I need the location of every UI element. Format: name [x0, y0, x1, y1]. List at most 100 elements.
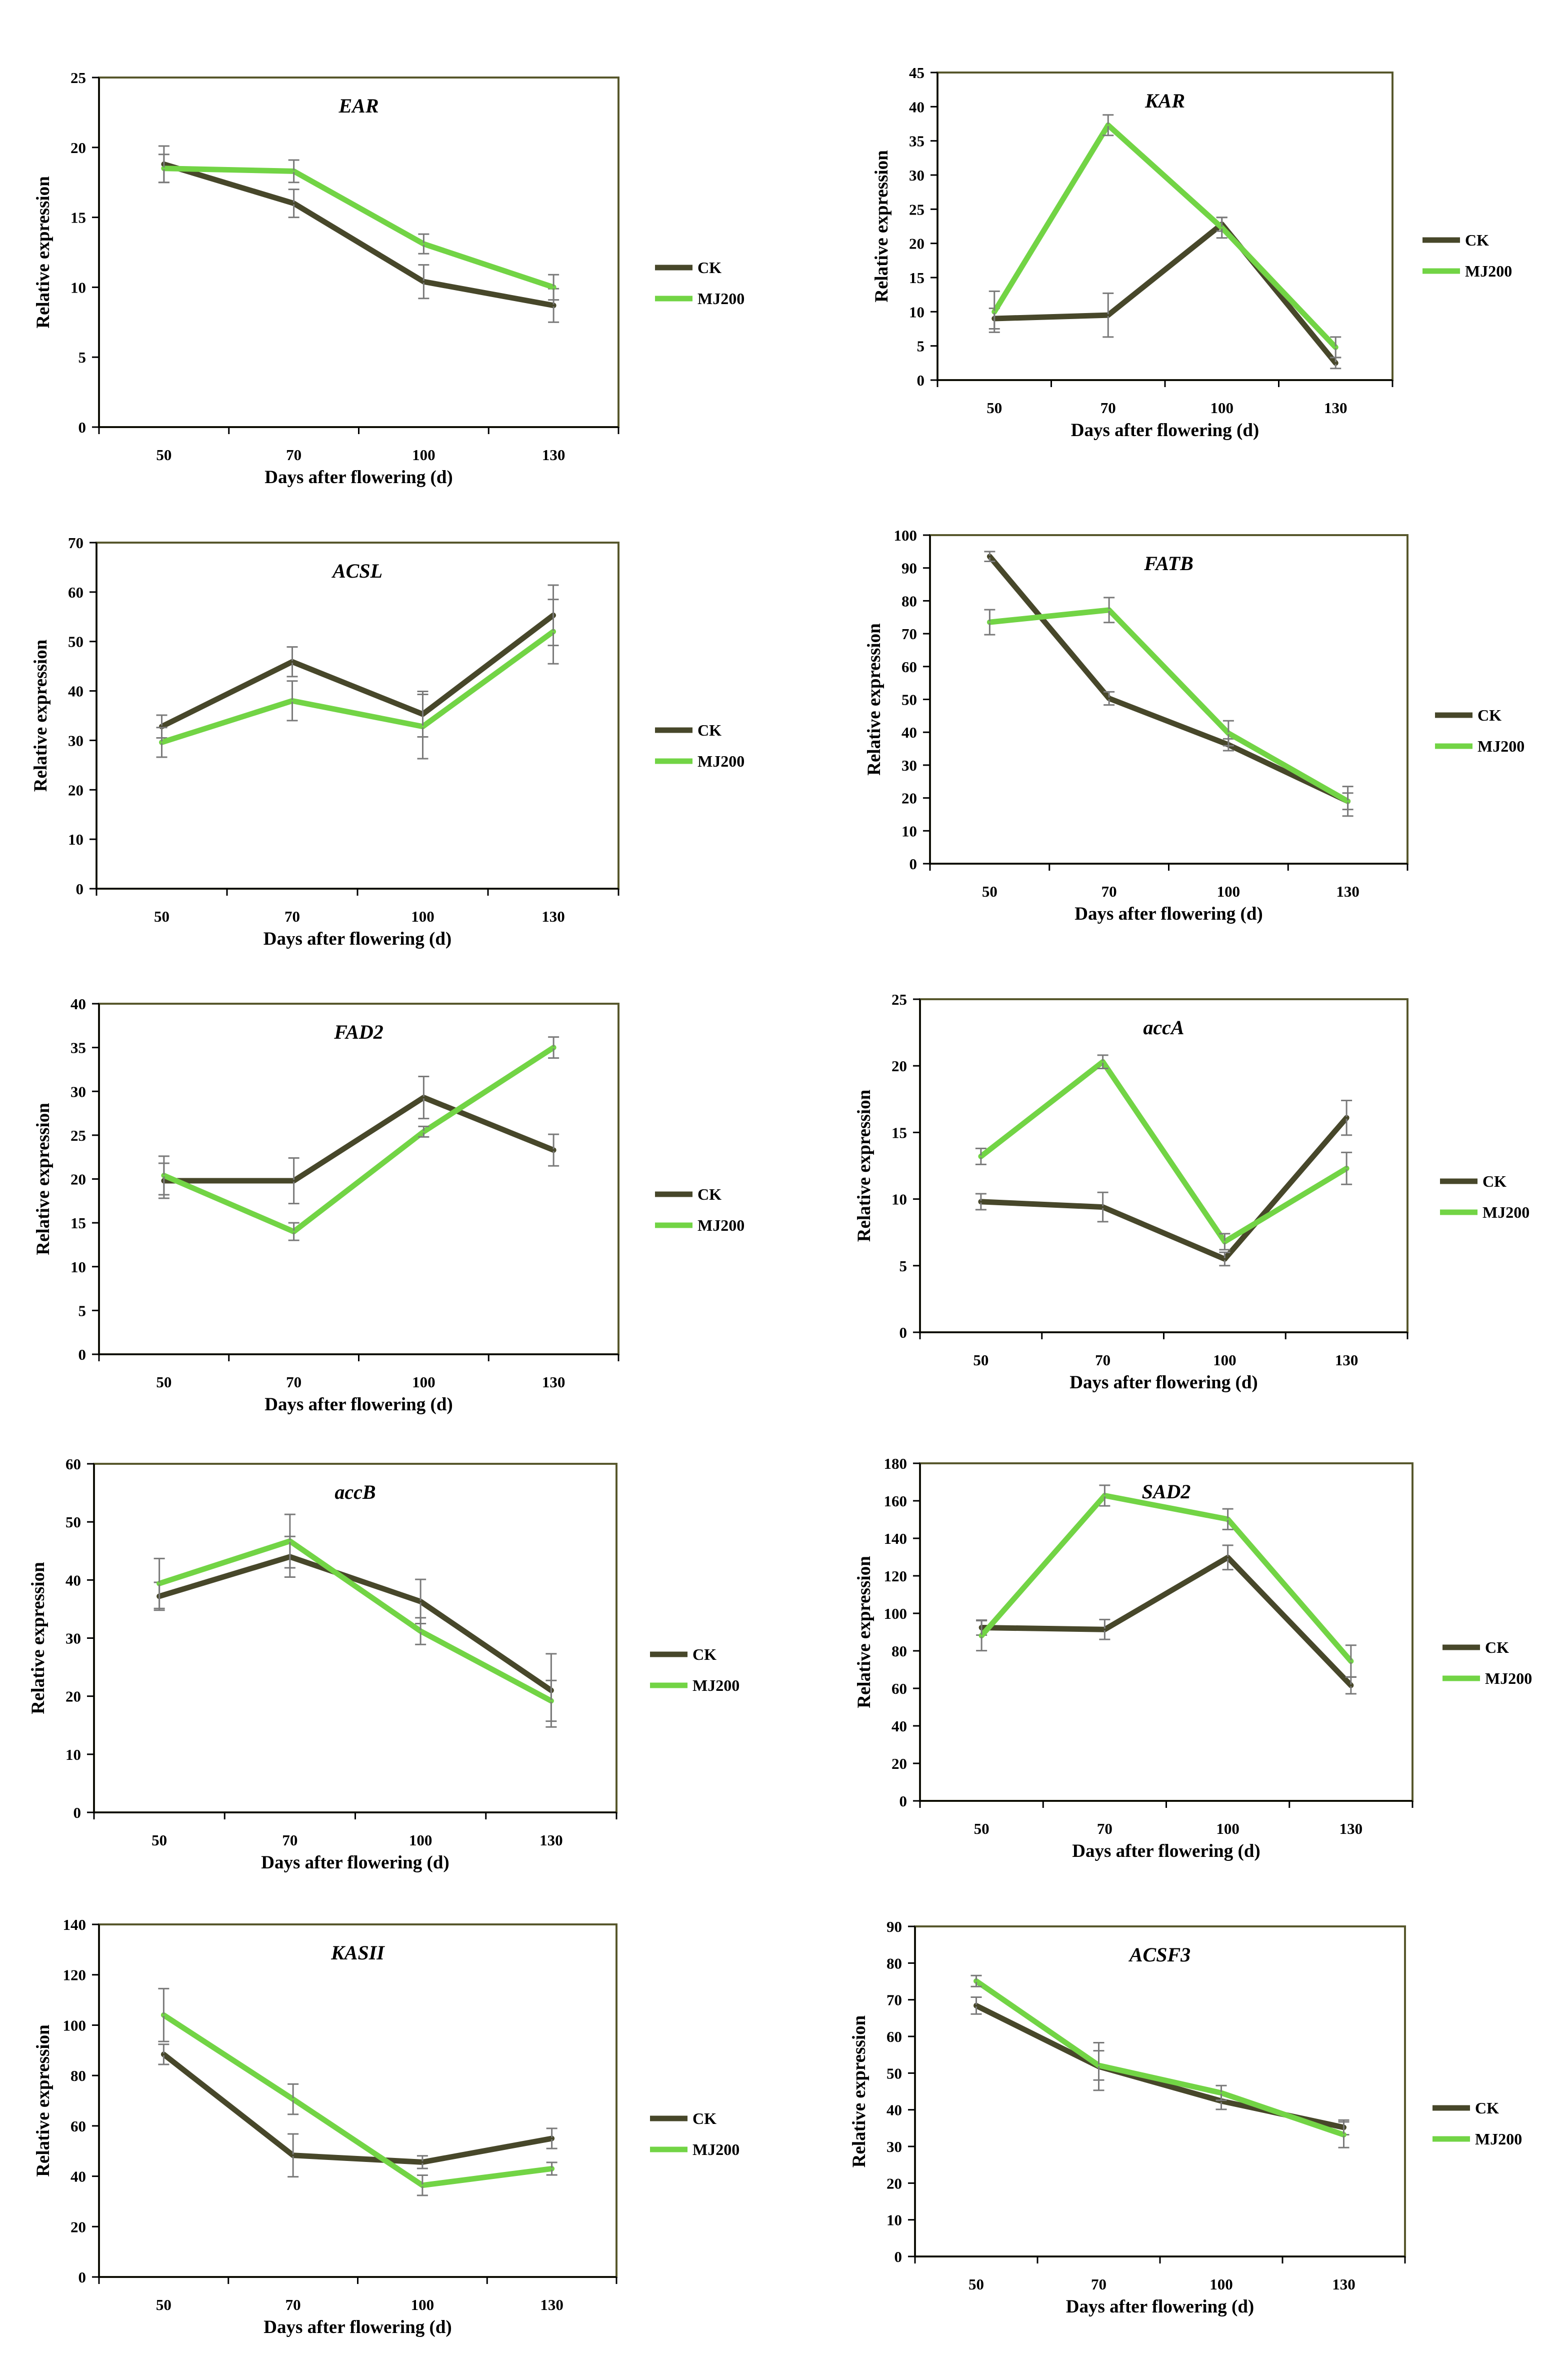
y-tick-label: 10 [68, 831, 84, 848]
data-point [162, 2053, 165, 2055]
x-tick-label: 100 [412, 446, 436, 464]
error-bar [1104, 691, 1115, 706]
error-bar [1104, 597, 1115, 624]
data-point [291, 700, 294, 702]
x-tick-label: 50 [152, 1831, 167, 1849]
x-tick-label: 50 [156, 446, 172, 464]
error-bar [546, 1679, 557, 1722]
error-bar [1222, 720, 1234, 747]
legend: CK MJ200 [655, 1185, 744, 1234]
plot-frame [919, 998, 1408, 1333]
data-point [1350, 1660, 1352, 1662]
series-line [159, 612, 556, 730]
x-axis-label: Days after flowering (d) [1072, 1841, 1260, 1861]
series-ck [976, 1544, 1356, 1695]
data-point [975, 2004, 978, 2007]
data-point [162, 1174, 165, 1177]
chart-kasii: 0 20 40 60 80 100 120 140 50 70 100 130 Days after f… [33, 1916, 740, 2337]
data-point [1346, 800, 1349, 803]
data-point [1227, 732, 1230, 735]
y-tick-label: 20 [70, 139, 86, 157]
y-tick-label: 30 [909, 167, 924, 184]
chart-acca: 0 5 10 15 20 25 50 70 100 130 Days after flowering… [854, 991, 1530, 1393]
x-tick-label: 130 [540, 2296, 564, 2313]
x-axis-label: Days after flowering (d) [264, 467, 452, 488]
data-point [421, 2161, 424, 2163]
data-point [420, 1600, 422, 1603]
data-point [1226, 1556, 1229, 1559]
x-tick-label: 100 [409, 1831, 432, 1849]
x-tick-label: 70 [1097, 1820, 1112, 1837]
x-tick-label: 70 [1102, 883, 1117, 900]
data-point [291, 661, 294, 663]
y-tick-label: 0 [900, 1792, 908, 1810]
y-axis-label: Relative expression [854, 1089, 874, 1242]
y-tick-label: 10 [909, 303, 924, 321]
error-bar [418, 264, 430, 300]
y-tick-label: 35 [70, 1039, 86, 1057]
error-bar [1219, 1251, 1230, 1267]
y-tick-label: 50 [902, 691, 917, 709]
legend: CK MJ200 [1432, 2099, 1522, 2148]
error-bar [286, 646, 298, 678]
x-tick-label: 70 [1091, 2275, 1106, 2293]
x-tick-label: 100 [412, 1373, 436, 1391]
data-point [1102, 1061, 1104, 1063]
data-point [1104, 1494, 1106, 1497]
chart-sad2: 0 20 40 60 80 100 120 140 160 180 50 70 100 130 Days a… [854, 1455, 1532, 1861]
error-bar [288, 1222, 300, 1241]
y-tick-label: 60 [70, 2117, 86, 2135]
x-tick-label: 50 [154, 908, 170, 925]
x-tick-label: 50 [982, 883, 998, 900]
series-line [156, 1554, 554, 1693]
error-bar [415, 1617, 426, 1645]
series-line [978, 1554, 1354, 1688]
y-tick-label: 140 [884, 1530, 908, 1547]
series-line [156, 1538, 554, 1704]
x-tick-label: 130 [1332, 2275, 1356, 2293]
y-tick-label: 60 [66, 1455, 81, 1473]
series-line [161, 166, 556, 290]
data-point [292, 1230, 295, 1233]
y-tick-label: 30 [68, 732, 84, 749]
y-tick-label: 40 [892, 1717, 907, 1735]
data-point [1104, 1628, 1106, 1631]
x-tick-label: 130 [1324, 399, 1348, 417]
legend-label-ck: CK [692, 1645, 716, 1663]
y-tick-label: 0 [917, 372, 925, 389]
data-point [288, 1540, 291, 1542]
y-tick-label: 0 [894, 2248, 902, 2265]
legend-label-ck: CK [698, 259, 722, 277]
x-tick-label: 100 [1210, 399, 1234, 417]
chart-acsf3: 0 10 20 30 40 50 60 70 80 90 50 70 100 130 Days after … [849, 1918, 1522, 2317]
data-point [1107, 124, 1110, 127]
data-point [552, 630, 554, 633]
x-tick-label: 100 [411, 908, 434, 925]
data-point [1224, 1240, 1226, 1243]
plot-frame [929, 534, 1408, 865]
legend-label-ck: CK [1478, 706, 1502, 724]
legend: CK MJ200 [1422, 231, 1512, 280]
series-line [159, 629, 556, 745]
y-tick-label: 40 [886, 2101, 902, 2119]
x-tick-label: 50 [156, 2296, 172, 2313]
x-tick-label: 50 [156, 1373, 172, 1391]
legend: CK MJ200 [650, 1645, 740, 1694]
y-tick-label: 20 [68, 781, 84, 799]
series-line [986, 607, 1351, 804]
chart-fad2: 0 5 10 15 20 25 30 35 40 50 70 100 130 Days after flo… [33, 995, 744, 1415]
error-bar [1341, 1151, 1352, 1185]
chart-ear: 0 5 10 15 20 25 50 70 100 130 Days after flowering… [33, 69, 744, 488]
error-bar [546, 2161, 558, 2176]
data-point [1108, 609, 1110, 611]
x-tick-label: 130 [542, 1373, 566, 1391]
data-point [422, 725, 424, 728]
error-bar [975, 1193, 986, 1211]
error-bar [1216, 217, 1228, 239]
error-bar [1222, 1544, 1234, 1571]
data-point [1346, 1167, 1348, 1170]
plot-frame [914, 1925, 1406, 2257]
error-bar [288, 2083, 299, 2115]
data-point [1226, 1518, 1229, 1520]
legend-label-ck: CK [1465, 231, 1489, 249]
